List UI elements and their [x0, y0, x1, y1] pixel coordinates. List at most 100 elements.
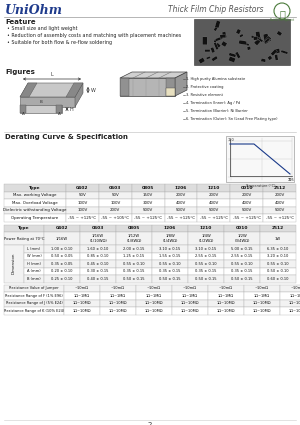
Text: 5. Termination (Barrier): Ni Barrier: 5. Termination (Barrier): Ni Barrier: [186, 109, 248, 113]
Text: 0.85 ± 0.10: 0.85 ± 0.10: [87, 254, 109, 258]
Bar: [210, 47, 215, 53]
Text: 0402: 0402: [56, 226, 68, 230]
Bar: [260, 260, 296, 267]
Text: 1Ω~1MΩ: 1Ω~1MΩ: [110, 294, 126, 298]
Text: Resistance Range of F (1% E96): Resistance Range of F (1% E96): [5, 294, 63, 298]
Bar: [215, 20, 220, 28]
Bar: [188, 232, 224, 245]
Text: Max. Overload Voltage: Max. Overload Voltage: [12, 201, 58, 205]
Polygon shape: [75, 83, 83, 107]
Text: 400V: 400V: [274, 201, 285, 205]
Bar: [132, 207, 165, 214]
Text: 0.55 ± 0.10: 0.55 ± 0.10: [195, 262, 217, 266]
Bar: [165, 214, 197, 221]
Text: A: A: [22, 112, 24, 116]
Bar: [152, 260, 188, 267]
Bar: [4, 284, 64, 292]
Text: 1/16W: 1/16W: [56, 236, 68, 241]
Text: 500V: 500V: [176, 208, 186, 212]
Text: 1W: 1W: [275, 236, 281, 241]
Bar: [214, 39, 217, 43]
Text: 1Ω~1MΩ: 1Ω~1MΩ: [146, 294, 162, 298]
Text: 1Ω~10MΩ: 1Ω~10MΩ: [289, 309, 300, 313]
Bar: [239, 34, 244, 38]
Bar: [80, 224, 116, 232]
Text: 200V: 200V: [209, 193, 219, 197]
Text: B: B: [40, 100, 42, 104]
Text: 0.55 ± 0.10: 0.55 ± 0.10: [231, 262, 253, 266]
Text: 0.20 ± 0.10: 0.20 ± 0.10: [51, 269, 73, 273]
Text: 0603: 0603: [109, 186, 122, 190]
Text: 0.35 ± 0.15: 0.35 ± 0.15: [123, 269, 145, 273]
Bar: [244, 42, 249, 46]
Bar: [208, 300, 244, 307]
Text: 4. Termination (Inner): Ag / Pd: 4. Termination (Inner): Ag / Pd: [186, 101, 240, 105]
Bar: [224, 232, 260, 245]
Text: Thick Film Chip Resistors: Thick Film Chip Resistors: [168, 5, 263, 14]
Text: • Suitable for both flow & re-flow soldering: • Suitable for both flow & re-flow solde…: [7, 40, 112, 45]
Text: 1/2W
(3/4WΩ): 1/2W (3/4WΩ): [234, 234, 250, 243]
Text: -55 ~ +125°C: -55 ~ +125°C: [68, 216, 96, 220]
Bar: [100, 292, 136, 300]
Text: ~10mΩ: ~10mΩ: [147, 286, 161, 290]
Bar: [120, 78, 175, 96]
Bar: [281, 50, 288, 54]
Text: 150V: 150V: [143, 193, 153, 197]
Text: • Reduction of assembly costs and matching with placement machines: • Reduction of assembly costs and matchi…: [7, 33, 181, 38]
Text: L: L: [50, 72, 53, 77]
Text: W: W: [91, 88, 96, 93]
Text: 1Ω~1MΩ: 1Ω~1MΩ: [182, 294, 198, 298]
Text: Resistance Range of J (5% E24): Resistance Range of J (5% E24): [6, 301, 62, 305]
Text: 1/8W
(1/4WΩ): 1/8W (1/4WΩ): [162, 234, 178, 243]
Text: Feature: Feature: [5, 19, 36, 25]
Bar: [197, 184, 230, 192]
Text: 0010: 0010: [241, 186, 253, 190]
Bar: [166, 78, 175, 96]
Bar: [254, 37, 261, 40]
Bar: [172, 284, 208, 292]
Text: A: A: [58, 112, 60, 116]
Bar: [260, 275, 296, 283]
Text: -55 ~ +125°C: -55 ~ +125°C: [233, 216, 261, 220]
Bar: [4, 192, 66, 199]
Polygon shape: [20, 83, 37, 97]
Bar: [260, 267, 296, 275]
Text: 1Ω~1MΩ: 1Ω~1MΩ: [290, 294, 300, 298]
Bar: [66, 184, 99, 192]
Bar: [224, 224, 260, 232]
Text: 70: 70: [287, 178, 292, 182]
Polygon shape: [166, 88, 175, 96]
Bar: [66, 207, 99, 214]
Text: 0805: 0805: [128, 226, 140, 230]
Text: 1.00 ± 0.10: 1.00 ± 0.10: [51, 247, 73, 251]
Bar: [100, 284, 136, 292]
Polygon shape: [66, 83, 83, 97]
Bar: [235, 51, 241, 59]
Bar: [230, 199, 263, 207]
Bar: [224, 267, 260, 275]
Text: 0.50 ± 0.15: 0.50 ± 0.15: [231, 277, 253, 281]
Bar: [208, 284, 244, 292]
Text: 2.55 ± 0.15: 2.55 ± 0.15: [195, 254, 217, 258]
Text: Dielectric withstanding Voltage: Dielectric withstanding Voltage: [3, 208, 67, 212]
Text: 3.10 ± 0.15: 3.10 ± 0.15: [195, 247, 217, 251]
Text: 1Ω~10MΩ: 1Ω~10MΩ: [253, 301, 271, 305]
Text: 2: 2: [148, 422, 152, 425]
Bar: [80, 275, 116, 283]
Bar: [229, 53, 236, 57]
Text: 400V: 400V: [242, 201, 252, 205]
Bar: [280, 307, 300, 314]
Bar: [24, 275, 44, 283]
Bar: [152, 245, 188, 252]
Text: 🌿: 🌿: [279, 9, 285, 19]
Bar: [152, 267, 188, 275]
Text: 200V: 200V: [176, 193, 186, 197]
Bar: [263, 192, 296, 199]
Text: 0.55 ± 0.10: 0.55 ± 0.10: [267, 262, 289, 266]
Text: B (mm): B (mm): [27, 277, 41, 281]
Text: -55 ~ +125°C: -55 ~ +125°C: [167, 216, 195, 220]
Text: 100V: 100V: [77, 201, 88, 205]
Bar: [4, 245, 24, 283]
Text: Figures: Figures: [5, 69, 35, 75]
Bar: [116, 232, 152, 245]
